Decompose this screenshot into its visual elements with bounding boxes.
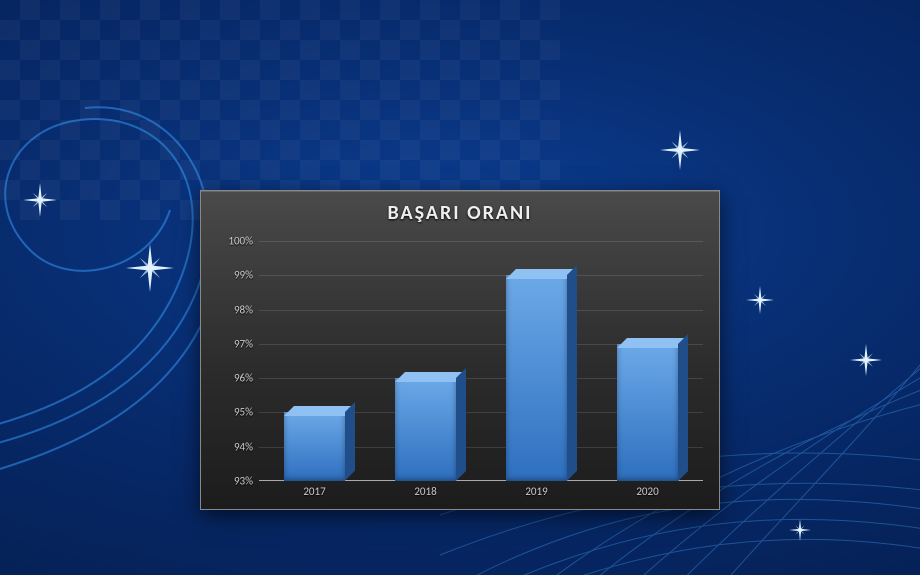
x-tick-label: 2019 (525, 485, 547, 498)
bar (617, 344, 678, 481)
x-tick-label: 2017 (303, 485, 325, 498)
y-tick-label: 98% (234, 303, 253, 316)
stage: { "canvas": { "width": 920, "height": 57… (0, 0, 920, 575)
y-tick-label: 99% (234, 269, 253, 282)
bar-side (456, 368, 466, 481)
bar (506, 275, 567, 481)
gridline (259, 241, 703, 242)
star-icon (126, 244, 174, 292)
star-icon (789, 519, 811, 541)
bar-face (617, 344, 678, 481)
star-icon (23, 183, 57, 217)
chart-title: BAŞARI ORANI (201, 201, 719, 225)
bar-side (678, 334, 688, 481)
star-icon (660, 130, 700, 170)
checker-pattern (0, 0, 560, 220)
y-tick-label: 100% (228, 235, 253, 248)
y-tick-label: 96% (234, 372, 253, 385)
bar-face (284, 412, 345, 481)
y-tick-label: 93% (234, 475, 253, 488)
gridline (259, 310, 703, 311)
bar-side (345, 402, 355, 481)
bar (284, 412, 345, 481)
x-tick-label: 2020 (636, 485, 658, 498)
x-tick-label: 2018 (414, 485, 436, 498)
chart-panel: BAŞARI ORANI 93%94%95%96%97%98%99%100%20… (200, 190, 720, 510)
bar-face (395, 378, 456, 481)
star-icon (746, 286, 774, 314)
y-tick-label: 94% (234, 440, 253, 453)
bar (395, 378, 456, 481)
star-icon (850, 344, 882, 376)
y-tick-label: 95% (234, 406, 253, 419)
y-tick-label: 97% (234, 337, 253, 350)
bar-face (506, 275, 567, 481)
gridline (259, 275, 703, 276)
bar-side (567, 265, 577, 481)
plot-area: 93%94%95%96%97%98%99%100%201720182019202… (259, 241, 703, 481)
